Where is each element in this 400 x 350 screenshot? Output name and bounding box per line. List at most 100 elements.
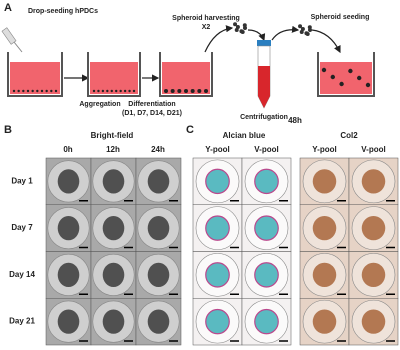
arrow	[311, 29, 341, 54]
micrograph	[299, 298, 350, 346]
step-label: (D1, D7, D14, D21)	[122, 110, 182, 117]
spheroid	[123, 89, 127, 93]
well-wall	[7, 52, 63, 97]
spheroid	[147, 169, 170, 194]
step-label: Differentiation	[128, 101, 175, 108]
spheroid	[164, 89, 168, 93]
centrifuge-tube	[257, 40, 271, 109]
spheroid	[97, 89, 100, 93]
step-label: Spheroid seeding	[311, 14, 370, 21]
spheroid	[233, 22, 238, 27]
spheroid	[132, 89, 136, 93]
micrograph	[241, 157, 292, 205]
spheroid	[102, 169, 125, 194]
spheroid	[312, 262, 337, 288]
spheroid	[242, 23, 247, 28]
micrograph	[45, 157, 92, 205]
well	[159, 52, 213, 97]
spheroid	[300, 26, 305, 31]
well-wall	[317, 52, 375, 97]
well	[317, 52, 375, 97]
spheroid	[204, 89, 208, 93]
micrograph	[90, 157, 137, 205]
pipette	[1, 27, 23, 53]
arrow	[271, 25, 300, 41]
spheroid	[339, 81, 344, 87]
spheroid	[184, 89, 188, 93]
step-label: Drop-seeding hPDCs	[28, 8, 98, 15]
spheroid	[31, 89, 34, 93]
step-label: Spheroid harvesting	[172, 15, 240, 22]
spheroid	[45, 89, 48, 93]
spheroid	[106, 89, 109, 93]
spheroid	[57, 262, 80, 288]
spheroid	[235, 24, 240, 29]
spheroid	[312, 215, 337, 241]
spheroid	[177, 89, 182, 93]
micrograph	[45, 298, 92, 346]
spheroid	[92, 89, 96, 93]
spheroid	[36, 89, 39, 93]
arrow	[204, 25, 234, 53]
spheroid	[361, 309, 386, 334]
panel-label: C	[186, 124, 194, 136]
micrograph	[348, 298, 399, 346]
spheroid	[54, 89, 58, 93]
micrograph	[135, 157, 182, 205]
spheroid	[102, 262, 125, 288]
medium	[90, 62, 138, 94]
spheroid	[205, 215, 230, 241]
spheroid	[254, 215, 279, 241]
spheroid	[205, 168, 230, 195]
micrograph	[90, 204, 137, 252]
micrograph	[135, 204, 182, 252]
column-header: V-pool	[254, 145, 278, 154]
spheroid	[190, 89, 195, 93]
spheroid	[307, 25, 312, 30]
spheroid	[147, 262, 170, 288]
spheroid	[312, 169, 337, 194]
spheroid	[361, 169, 386, 194]
spheroid	[26, 89, 30, 93]
group-title: Alcian blue	[223, 131, 266, 140]
spheroid	[321, 67, 327, 73]
micrograph	[348, 251, 399, 299]
medium	[162, 62, 210, 94]
spheroid	[361, 215, 386, 241]
row-label: Day 14	[9, 270, 35, 279]
micrograph	[135, 298, 182, 346]
spheroid	[348, 68, 353, 74]
spheroid	[299, 29, 304, 34]
spheroid	[205, 262, 230, 288]
medium	[10, 62, 60, 94]
step-label: Aggregation	[79, 101, 120, 108]
spheroid	[239, 29, 244, 34]
spheroid	[147, 215, 170, 241]
spheroid	[234, 27, 239, 32]
micrograph	[192, 157, 243, 205]
spheroid	[119, 89, 122, 93]
column-header: V-pool	[361, 145, 385, 154]
spheroid	[197, 89, 202, 93]
spheroid	[312, 309, 337, 334]
spheroid	[298, 24, 303, 29]
spheroid	[147, 309, 170, 334]
spheroid	[357, 75, 362, 81]
micrograph	[348, 204, 399, 252]
micrograph	[192, 298, 243, 346]
spheroid	[17, 89, 20, 93]
spheroid	[12, 89, 16, 93]
spheroid	[330, 74, 335, 80]
spheroid	[57, 215, 80, 241]
micrograph	[90, 298, 137, 346]
panel-title: 48h	[288, 116, 302, 125]
micrograph	[192, 204, 243, 252]
step-label: X2	[202, 24, 211, 31]
micrograph	[241, 251, 292, 299]
spheroid	[57, 309, 80, 334]
spheroid	[254, 168, 279, 195]
well	[7, 52, 63, 97]
spheroid	[361, 262, 386, 288]
micrograph	[45, 204, 92, 252]
well-wall	[87, 52, 141, 97]
